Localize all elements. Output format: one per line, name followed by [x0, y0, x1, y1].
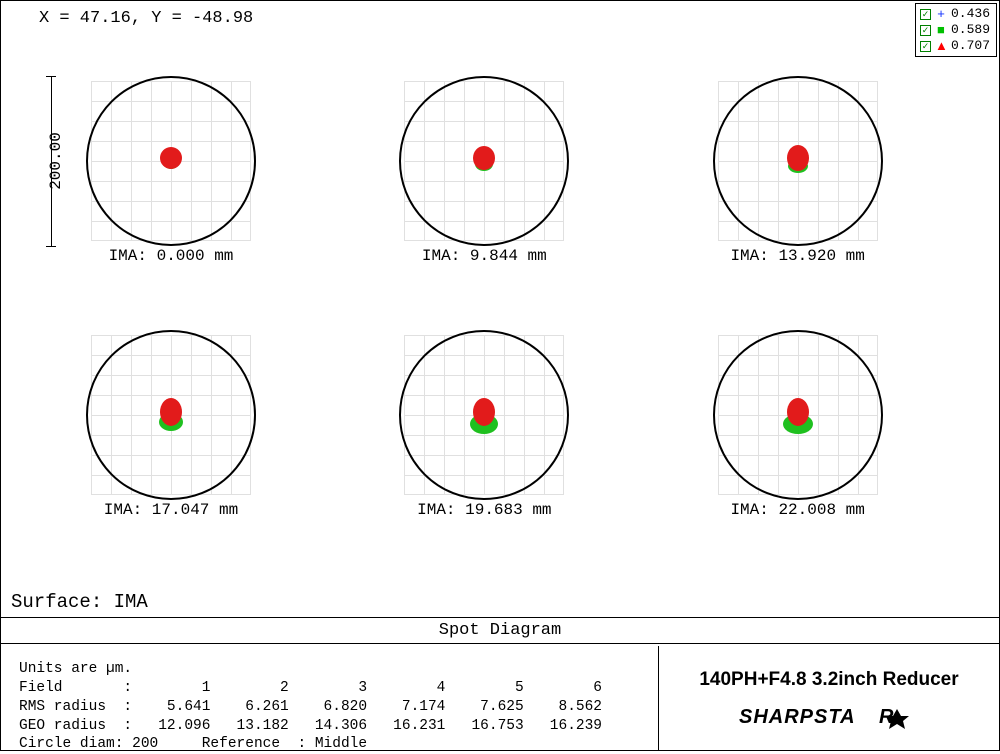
legend-label: 0.589 — [951, 22, 990, 38]
spot-cell: IMA: 19.683 mm — [374, 335, 594, 519]
ima-label: IMA: 0.000 mm — [61, 247, 281, 265]
brand-logo: SHARPSTA R — [739, 693, 919, 736]
diagram-title: Spot Diagram — [1, 621, 999, 640]
spot-cluster — [768, 382, 828, 442]
spot-cell: IMA: 22.008 mm — [688, 335, 908, 519]
spot-cluster — [141, 382, 201, 442]
cursor-coordinates: X = 47.16, Y = -48.98 — [39, 9, 253, 28]
legend-label: 0.707 — [951, 38, 990, 54]
ima-label: IMA: 22.008 mm — [688, 501, 908, 519]
legend-item: ✓ +0.436 — [920, 6, 990, 22]
wavelength-legend: ✓ +0.436 ✓ ■0.589 ✓ ▲0.707 — [915, 3, 997, 57]
legend-checkbox[interactable]: ✓ — [920, 25, 931, 36]
stats-block: Units are µm. Field : 1 2 3 4 5 6 RMS ra… — [1, 646, 659, 750]
spot-grid — [718, 335, 878, 495]
spot-grid — [91, 81, 251, 241]
spot-cluster — [454, 128, 514, 188]
spot-grid — [404, 335, 564, 495]
spot-grid — [91, 335, 251, 495]
ima-label: IMA: 9.844 mm — [374, 247, 594, 265]
spot-grid — [404, 81, 564, 241]
divider-1 — [1, 617, 999, 618]
footer: Units are µm. Field : 1 2 3 4 5 6 RMS ra… — [1, 646, 999, 750]
spot-cell: IMA: 17.047 mm — [61, 335, 281, 519]
spot-cluster — [768, 128, 828, 188]
legend-checkbox[interactable]: ✓ — [920, 9, 931, 20]
spot-cell: IMA: 13.920 mm — [688, 81, 908, 265]
spot-cluster — [454, 382, 514, 442]
spot-diagram-grid: 200.00IMA: 0.000 mm IMA: 9.844 mm IMA: 13.… — [61, 81, 941, 519]
legend-item: ✓ ■0.589 — [920, 22, 990, 38]
product-panel: 140PH+F4.8 3.2inch Reducer SHARPSTA R — [659, 646, 999, 750]
ima-label: IMA: 13.920 mm — [688, 247, 908, 265]
ima-label: IMA: 19.683 mm — [374, 501, 594, 519]
ima-label: IMA: 17.047 mm — [61, 501, 281, 519]
legend-marker-icon: ■ — [935, 22, 947, 38]
legend-item: ✓ ▲0.707 — [920, 38, 990, 54]
scale-bar: 200.00 — [31, 76, 56, 246]
surface-label: Surface: IMA — [11, 591, 148, 613]
product-name: 140PH+F4.8 3.2inch Reducer — [699, 661, 958, 693]
legend-label: 0.436 — [951, 6, 990, 22]
legend-marker-icon: + — [935, 6, 947, 22]
scale-label: 200.00 — [47, 132, 65, 190]
spot-cell: 200.00IMA: 0.000 mm — [61, 81, 281, 265]
svg-text:SHARPSTA: SHARPSTA — [739, 706, 856, 728]
spot-cluster — [141, 128, 201, 188]
legend-checkbox[interactable]: ✓ — [920, 41, 931, 52]
spot-cell: IMA: 9.844 mm — [374, 81, 594, 265]
spot-grid — [718, 81, 878, 241]
legend-marker-icon: ▲ — [935, 38, 947, 54]
divider-2 — [1, 643, 999, 644]
